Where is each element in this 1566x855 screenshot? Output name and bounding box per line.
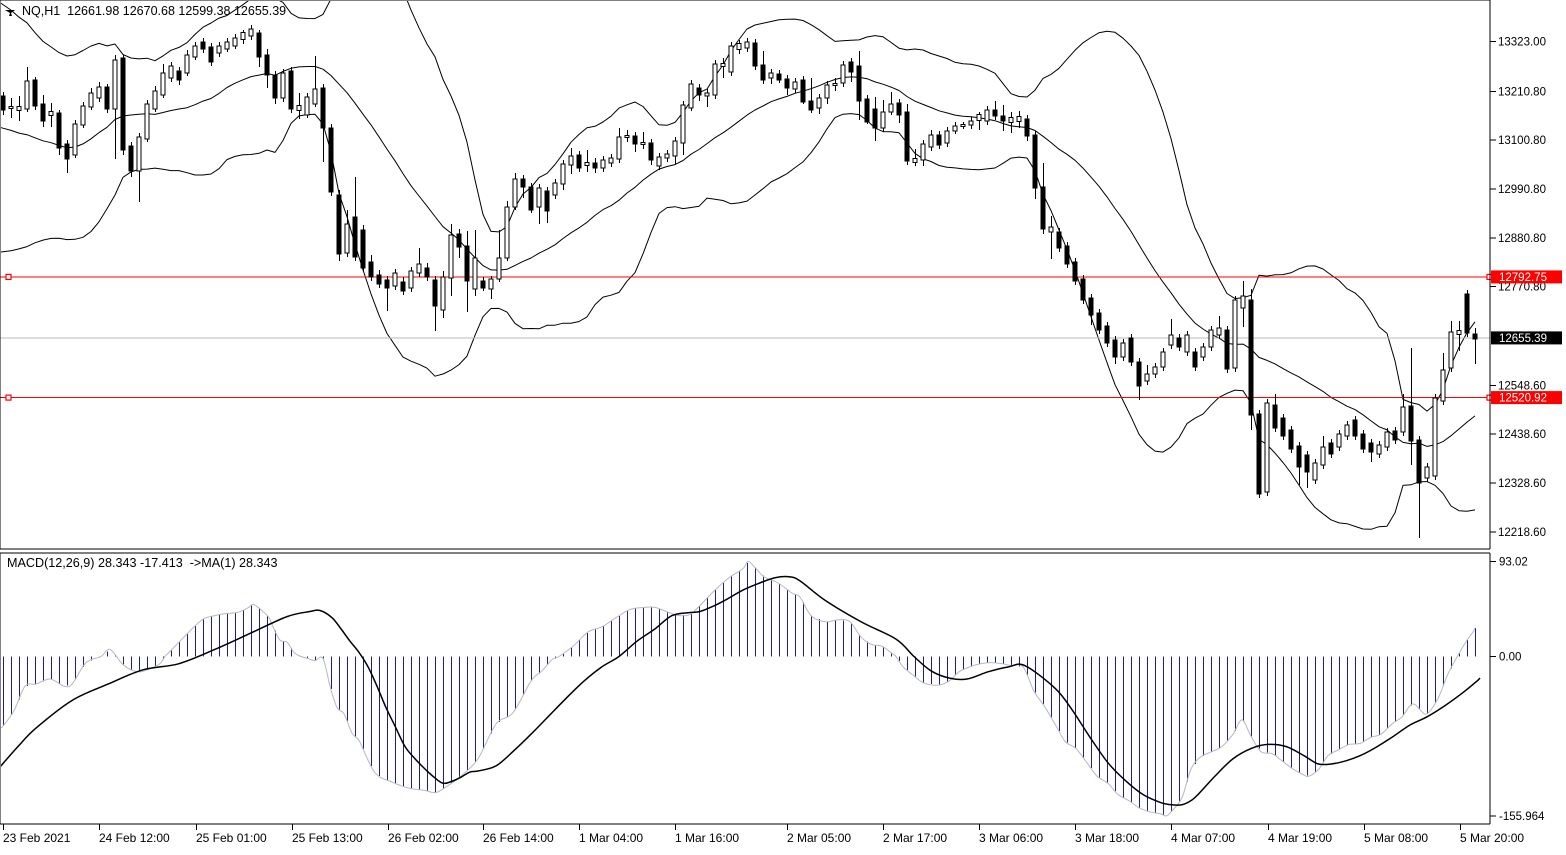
svg-text:3 Mar 18:00: 3 Mar 18:00 xyxy=(1075,831,1139,845)
svg-text:13100.80: 13100.80 xyxy=(1498,135,1546,147)
svg-text:24 Feb 12:00: 24 Feb 12:00 xyxy=(99,831,170,845)
svg-text:5 Mar 08:00: 5 Mar 08:00 xyxy=(1364,831,1428,845)
svg-text:13323.00: 13323.00 xyxy=(1498,37,1546,49)
svg-text:5 Mar 20:00: 5 Mar 20:00 xyxy=(1460,831,1524,845)
svg-text:1 Mar 04:00: 1 Mar 04:00 xyxy=(579,831,643,845)
svg-text:25 Feb 13:00: 25 Feb 13:00 xyxy=(292,831,363,845)
svg-text:0.00: 0.00 xyxy=(1499,652,1521,664)
svg-text:MACD(12,26,9) 28.343 -17.413: MACD(12,26,9) 28.343 -17.413 ->MA(1) 28.… xyxy=(7,556,278,570)
svg-text:12438.60: 12438.60 xyxy=(1498,429,1546,441)
svg-text:23 Feb 2021: 23 Feb 2021 xyxy=(3,831,71,845)
svg-text:26 Feb 02:00: 26 Feb 02:00 xyxy=(388,831,459,845)
svg-text:3 Mar 06:00: 3 Mar 06:00 xyxy=(979,831,1043,845)
svg-text:1 Mar 16:00: 1 Mar 16:00 xyxy=(675,831,739,845)
svg-text:-155.964: -155.964 xyxy=(1499,811,1545,823)
svg-text:12990.80: 12990.80 xyxy=(1498,184,1546,196)
svg-text:2 Mar 05:00: 2 Mar 05:00 xyxy=(787,831,851,845)
svg-text:4 Mar 19:00: 4 Mar 19:00 xyxy=(1268,831,1332,845)
svg-text:13210.80: 13210.80 xyxy=(1498,86,1546,98)
svg-text:4 Mar 07:00: 4 Mar 07:00 xyxy=(1171,831,1235,845)
svg-text:NQ,H1 12661.98 12670.68 12599: NQ,H1 12661.98 12670.68 12599.38 12655.3… xyxy=(22,4,286,18)
svg-text:12548.60: 12548.60 xyxy=(1498,380,1546,392)
svg-text:25 Feb 01:00: 25 Feb 01:00 xyxy=(196,831,267,845)
svg-text:2 Mar 17:00: 2 Mar 17:00 xyxy=(883,831,947,845)
svg-text:12792.75: 12792.75 xyxy=(1499,272,1547,284)
svg-text:12218.60: 12218.60 xyxy=(1498,527,1546,539)
svg-text:12880.80: 12880.80 xyxy=(1498,233,1546,245)
svg-text:12328.60: 12328.60 xyxy=(1498,478,1546,490)
svg-text:12520.92: 12520.92 xyxy=(1499,393,1547,405)
svg-text:12770.80: 12770.80 xyxy=(1498,282,1546,294)
svg-text:93.02: 93.02 xyxy=(1499,556,1528,568)
svg-text:12655.39: 12655.39 xyxy=(1499,333,1547,345)
svg-text:26 Feb 14:00: 26 Feb 14:00 xyxy=(483,831,554,845)
